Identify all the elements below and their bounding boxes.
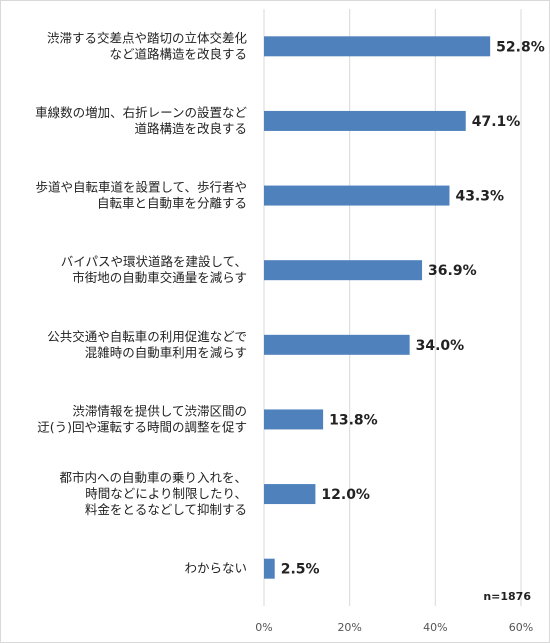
category-label: 時間などにより制限したり、 xyxy=(85,486,247,501)
category-label: など道路構造を改良する xyxy=(109,46,247,61)
category-label: バイパスや環状道路を建設して、 xyxy=(61,254,247,269)
x-tick-label: 60% xyxy=(509,621,533,634)
data-label: 13.8% xyxy=(329,412,378,428)
category-label: 歩道や自転車道を設置して、歩行者や xyxy=(35,180,247,195)
sample-size-note: n=1876 xyxy=(483,590,531,603)
data-label: 2.5% xyxy=(281,562,320,578)
bar xyxy=(264,409,324,430)
data-label: 36.9% xyxy=(428,263,477,279)
category-label: 公共交通や自転車の利用促進などで xyxy=(47,329,247,344)
category-label: 渋滞情報を提供して渋滞区間の xyxy=(72,403,247,418)
data-label: 12.0% xyxy=(321,487,370,503)
data-label: 52.8% xyxy=(496,39,545,55)
x-tick-label: 20% xyxy=(337,621,361,634)
bar xyxy=(264,110,466,131)
category-label: 混雑時の自動車利用を減らす xyxy=(85,345,247,360)
category-label: 迂(う)回や運転する時間の調整を促す xyxy=(37,419,247,434)
category-label: 道路構造を改良する xyxy=(134,121,247,136)
category-label: 車線数の増加、右折レーンの設置など xyxy=(35,105,247,120)
bar xyxy=(264,36,491,57)
bar xyxy=(264,260,423,281)
data-label: 34.0% xyxy=(416,338,465,354)
bar xyxy=(264,558,275,579)
bar xyxy=(264,334,410,355)
category-label: わからない xyxy=(184,561,247,576)
category-label: 都市内への自動車の乗り入れを、 xyxy=(59,470,247,485)
category-label: 市街地の自動車交通量を減らす xyxy=(72,270,247,285)
bar xyxy=(264,185,450,206)
bar xyxy=(264,484,316,505)
data-label: 47.1% xyxy=(472,114,521,130)
category-label: 料金をとるなどして抑制する xyxy=(85,502,247,517)
x-tick-label: 40% xyxy=(423,621,447,634)
x-tick-label: 0% xyxy=(255,621,272,634)
category-label: 自転車と自動車を分離する xyxy=(97,196,247,211)
data-label: 43.3% xyxy=(455,189,504,205)
category-label: 渋滞する交差点や踏切の立体交差化 xyxy=(47,30,248,45)
